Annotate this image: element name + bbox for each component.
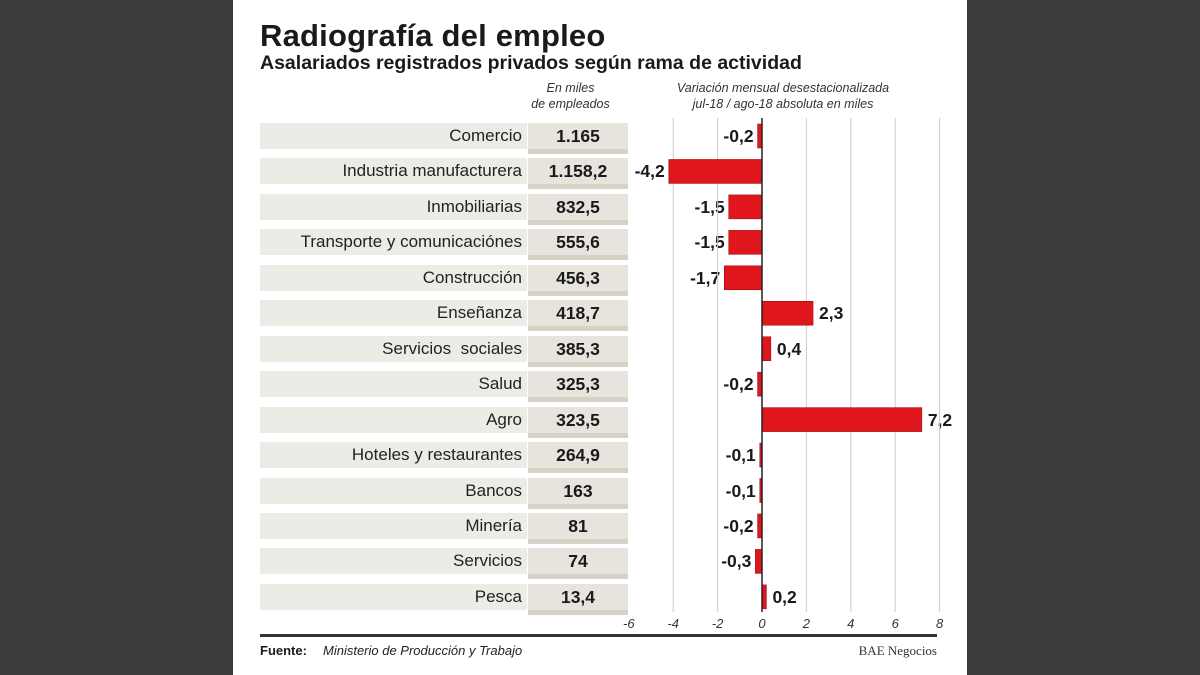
chart-subtitle: Asalariados registrados privados según r…: [260, 52, 802, 74]
x-tick-label: 0: [758, 616, 766, 631]
source-label: Fuente:: [260, 643, 307, 658]
category-label: Industria manufacturera: [342, 161, 522, 181]
category-label: Agro: [486, 409, 522, 429]
employees-value: 264,9: [556, 445, 600, 466]
data-label: -0,1: [725, 480, 756, 501]
row-value-background: [528, 158, 628, 190]
bar: [761, 336, 772, 361]
category-label: Servicios: [453, 551, 522, 571]
row-label-background: [260, 406, 527, 433]
infographic-panel: Radiografía del empleo Asalariados regis…: [233, 0, 967, 675]
data-label: 0,2: [772, 586, 797, 607]
row-value-background: [528, 123, 628, 154]
data-label: -0,1: [725, 445, 756, 466]
data-label: 0,4: [776, 338, 802, 359]
category-label: Inmobiliarias: [426, 196, 522, 216]
row-label-background: [260, 583, 527, 610]
category-label: Salud: [478, 374, 522, 394]
x-tick-label: 2: [802, 616, 811, 631]
variation-header-line: Variación mensual desestacionalizada: [676, 81, 890, 95]
bar: [761, 407, 923, 432]
category-label: Enseñanza: [436, 303, 522, 323]
row-value-background: [528, 406, 628, 438]
category-label: Comercio: [449, 126, 522, 145]
bar: [668, 159, 763, 184]
employees-value: 81: [568, 515, 588, 536]
employees-value: 832,5: [556, 196, 600, 217]
employees-value: 418,7: [556, 303, 600, 324]
row-label-background: [260, 371, 527, 398]
bar: [728, 230, 763, 255]
bar: [761, 301, 814, 326]
category-label: Transporte y comunicaciónes: [300, 232, 522, 252]
x-tick-label: -6: [623, 616, 635, 631]
row-label-background: [260, 123, 527, 149]
employees-value: 13,4: [560, 586, 596, 607]
x-tick-label: 6: [892, 616, 900, 631]
x-tick-label: -2: [712, 616, 724, 631]
source-text: Ministerio de Producción y Trabajo: [323, 643, 523, 658]
row-label-background: [260, 548, 527, 575]
x-tick-label: -4: [667, 616, 679, 631]
category-label: Bancos: [465, 480, 522, 500]
employees-value: 323,5: [556, 409, 600, 430]
row-label-background: [260, 300, 527, 327]
category-label: Minería: [465, 515, 522, 535]
row-value-background: [528, 442, 628, 474]
row-value-background: [528, 583, 628, 615]
row-label-background: [260, 335, 527, 362]
row-label-background: [260, 158, 527, 185]
data-label: -0,2: [723, 126, 754, 146]
data-label: -0,3: [721, 551, 752, 572]
employees-value: 385,3: [556, 338, 600, 359]
chart-title: Radiografía del empleo: [260, 18, 606, 53]
variation-column-header: Variación mensual desestacionalizada jul…: [643, 80, 923, 112]
x-tick-label: 8: [936, 616, 944, 631]
row-value-background: [528, 335, 628, 367]
row-label-background: [260, 229, 527, 256]
category-label: Construcción: [422, 267, 522, 287]
bar: [728, 194, 763, 220]
row-value-background: [528, 512, 628, 544]
values-header-line: En miles: [546, 81, 595, 95]
row-value-background: [528, 371, 628, 403]
employees-value: 163: [563, 480, 593, 501]
row-value-background: [528, 193, 628, 225]
row-value-background: [528, 477, 628, 509]
values-column-header: En miles de empleados: [513, 80, 628, 112]
employees-value: 1.158,2: [548, 161, 608, 182]
data-label: -0,2: [723, 515, 754, 536]
data-label: -0,2: [723, 374, 754, 395]
data-label: -1,7: [690, 267, 721, 288]
row-value-background: [528, 300, 628, 332]
bar: [724, 265, 763, 291]
brand-logo: BAE Negocios: [858, 643, 937, 658]
bar: [755, 549, 763, 574]
row-value-background: [528, 229, 628, 261]
row-value-background: [528, 548, 628, 580]
category-label: Hoteles y restaurantes: [351, 445, 522, 465]
row-label-background: [260, 264, 527, 291]
values-header-line: de empleados: [531, 97, 610, 111]
row-label-background: [260, 477, 527, 504]
data-label: -4,2: [634, 161, 665, 182]
bar-chart: -6 -4 -2 0 2 4 6 8: [623, 118, 944, 631]
row-label-background: [260, 512, 527, 539]
variation-header-line: jul-18 / ago-18 absoluta en miles: [692, 97, 874, 111]
footer-divider: [260, 634, 937, 637]
x-tick-label: 4: [847, 616, 854, 631]
data-label: 2,3: [819, 303, 844, 324]
category-label: Pesca: [474, 586, 522, 606]
row-label-background: [260, 193, 527, 220]
row-value-background: [528, 264, 628, 296]
employees-value: 555,6: [556, 232, 600, 253]
category-label: Servicios sociales: [382, 338, 522, 358]
employees-value: 74: [568, 551, 588, 572]
row-label-background: [260, 442, 527, 469]
employees-value: 1.165: [556, 126, 600, 146]
employees-value: 456,3: [556, 267, 600, 288]
employees-value: 325,3: [556, 374, 600, 395]
